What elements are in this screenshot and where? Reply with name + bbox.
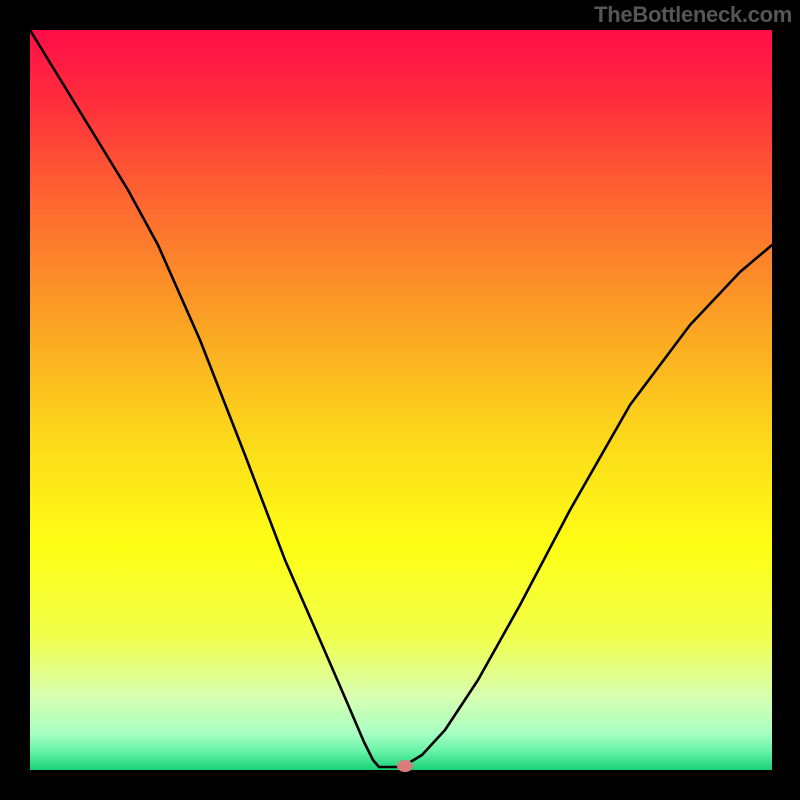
minimum-marker <box>397 760 413 772</box>
curve-path <box>30 30 772 767</box>
chart-frame: TheBottleneck.com <box>0 0 800 800</box>
watermark-text: TheBottleneck.com <box>594 2 792 28</box>
plot-area <box>30 30 772 770</box>
bottleneck-curve <box>30 30 772 770</box>
